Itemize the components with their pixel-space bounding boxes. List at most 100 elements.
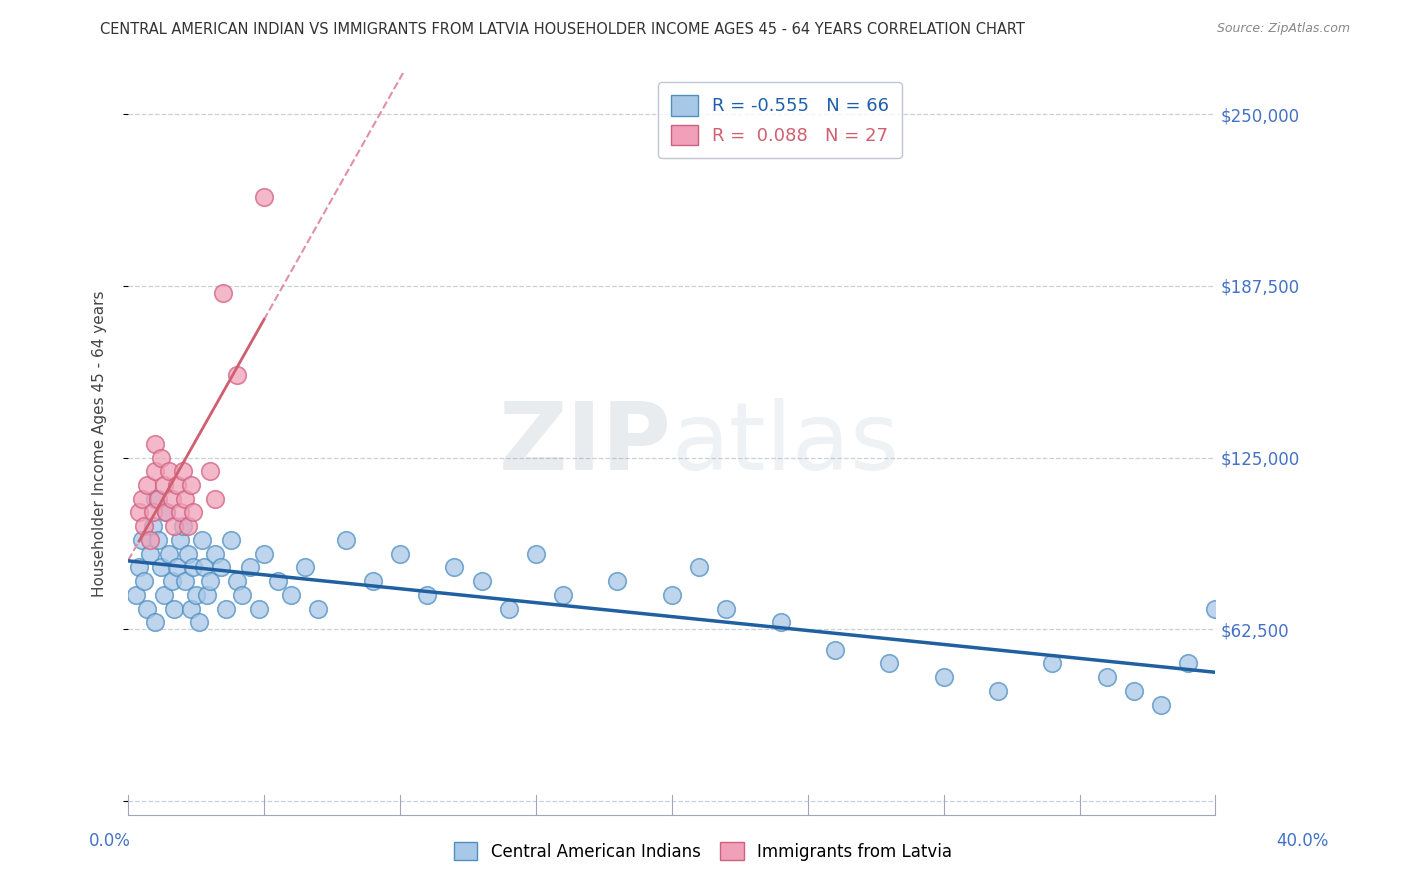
Point — [470, 574, 492, 588]
Point — [307, 601, 329, 615]
Legend: R = -0.555   N = 66, R =  0.088   N = 27: R = -0.555 N = 66, R = 0.088 N = 27 — [658, 82, 903, 158]
Text: 0.0%: 0.0% — [89, 832, 131, 850]
Point — [160, 491, 183, 506]
Point — [204, 547, 226, 561]
Point — [169, 505, 191, 519]
Point — [524, 547, 547, 561]
Point — [294, 560, 316, 574]
Point — [146, 491, 169, 506]
Point — [152, 478, 174, 492]
Point — [143, 436, 166, 450]
Point — [247, 601, 270, 615]
Point — [932, 670, 955, 684]
Point — [280, 588, 302, 602]
Point — [253, 189, 276, 203]
Point — [1042, 657, 1064, 671]
Point — [149, 450, 172, 465]
Point — [1095, 670, 1118, 684]
Point — [361, 574, 384, 588]
Point — [177, 519, 200, 533]
Point — [1205, 601, 1227, 615]
Point — [187, 615, 209, 630]
Point — [172, 464, 194, 478]
Point — [160, 574, 183, 588]
Point — [149, 560, 172, 574]
Point — [215, 601, 238, 615]
Point — [221, 533, 243, 547]
Point — [155, 505, 177, 519]
Point — [231, 588, 253, 602]
Point — [169, 533, 191, 547]
Point — [139, 547, 162, 561]
Point — [180, 478, 202, 492]
Point — [143, 615, 166, 630]
Point — [128, 560, 150, 574]
Point — [180, 601, 202, 615]
Point — [239, 560, 262, 574]
Point — [143, 464, 166, 478]
Point — [190, 533, 212, 547]
Point — [136, 601, 159, 615]
Point — [142, 519, 165, 533]
Point — [157, 547, 180, 561]
Point — [1177, 657, 1199, 671]
Point — [172, 519, 194, 533]
Point — [606, 574, 628, 588]
Point — [661, 588, 683, 602]
Point — [174, 491, 197, 506]
Point — [1123, 684, 1146, 698]
Point — [769, 615, 792, 630]
Point — [131, 533, 153, 547]
Point — [183, 560, 205, 574]
Point — [198, 464, 221, 478]
Point — [139, 533, 162, 547]
Point — [183, 505, 205, 519]
Point — [212, 285, 235, 300]
Point — [225, 574, 247, 588]
Point — [142, 505, 165, 519]
Point — [157, 464, 180, 478]
Point — [136, 478, 159, 492]
Point — [204, 491, 226, 506]
Text: 40.0%: 40.0% — [1275, 832, 1329, 850]
Point — [388, 547, 411, 561]
Point — [193, 560, 215, 574]
Point — [134, 519, 156, 533]
Text: ZIP: ZIP — [499, 398, 672, 490]
Point — [143, 491, 166, 506]
Point — [209, 560, 232, 574]
Point — [146, 533, 169, 547]
Point — [824, 642, 846, 657]
Point — [443, 560, 465, 574]
Point — [163, 519, 186, 533]
Point — [184, 588, 207, 602]
Point — [714, 601, 737, 615]
Point — [987, 684, 1010, 698]
Point — [195, 588, 218, 602]
Point — [128, 505, 150, 519]
Y-axis label: Householder Income Ages 45 - 64 years: Householder Income Ages 45 - 64 years — [93, 291, 107, 597]
Point — [125, 588, 148, 602]
Point — [177, 547, 200, 561]
Text: atlas: atlas — [672, 398, 900, 490]
Legend: Central American Indians, Immigrants from Latvia: Central American Indians, Immigrants fro… — [447, 836, 959, 868]
Point — [498, 601, 520, 615]
Point — [335, 533, 357, 547]
Point — [879, 657, 901, 671]
Point — [266, 574, 288, 588]
Point — [155, 505, 177, 519]
Point — [163, 601, 186, 615]
Point — [131, 491, 153, 506]
Point — [166, 560, 188, 574]
Text: Source: ZipAtlas.com: Source: ZipAtlas.com — [1216, 22, 1350, 36]
Point — [551, 588, 574, 602]
Point — [253, 547, 276, 561]
Point — [416, 588, 439, 602]
Point — [1150, 698, 1173, 712]
Point — [152, 588, 174, 602]
Point — [688, 560, 710, 574]
Point — [134, 574, 156, 588]
Point — [225, 368, 247, 383]
Point — [198, 574, 221, 588]
Point — [166, 478, 188, 492]
